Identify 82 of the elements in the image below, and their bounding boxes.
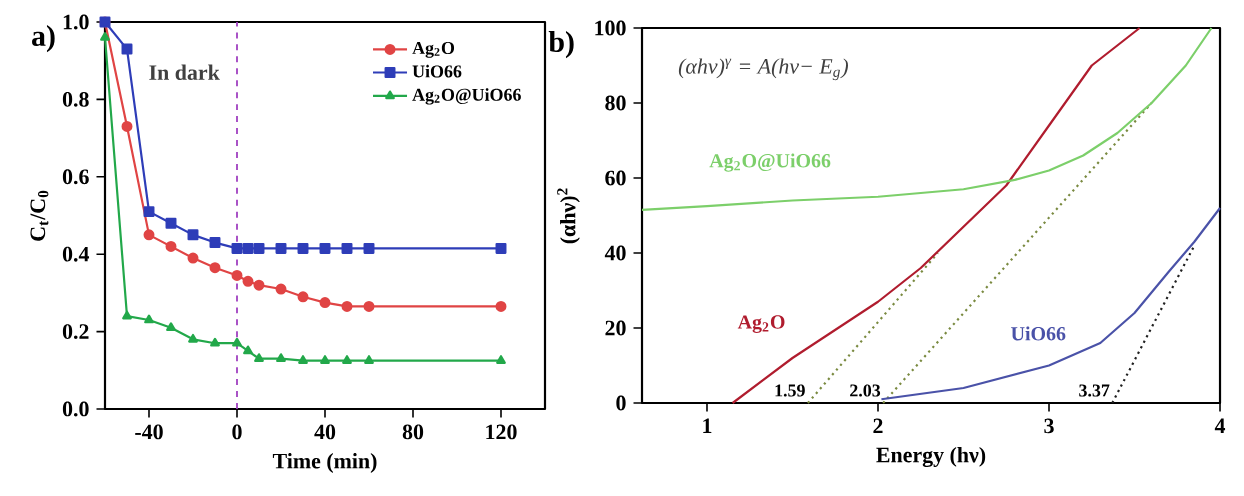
series-label: UiO66 xyxy=(1011,326,1066,341)
point xyxy=(121,43,133,55)
point xyxy=(209,237,221,249)
x-tick-label: 80 xyxy=(402,424,424,440)
legend-label: Ag$_{2}$O@UiO66 xyxy=(412,88,521,105)
point xyxy=(242,242,254,254)
series-label: Ag$_{2}$O xyxy=(737,315,785,333)
y-tick-label: 0.6 xyxy=(62,169,89,185)
point xyxy=(275,283,287,295)
point xyxy=(165,217,177,229)
point xyxy=(297,242,309,254)
point xyxy=(363,300,375,312)
point xyxy=(298,355,308,364)
point xyxy=(231,270,243,281)
point xyxy=(121,121,133,132)
series-label: Ag$_{2}$O@UiO66 xyxy=(709,153,831,172)
y-tick-label: 0.2 xyxy=(62,324,89,340)
point xyxy=(276,353,286,362)
x-tick-label: 120 xyxy=(486,424,517,440)
y-tick-label: 0.4 xyxy=(62,246,90,262)
point xyxy=(275,242,287,254)
point xyxy=(495,242,507,254)
point xyxy=(364,355,374,364)
x-tick-label: -40 xyxy=(135,424,163,440)
annotation: (αhν)$^{γ}$ = A(hν− E$_{g}$) xyxy=(678,58,849,81)
point xyxy=(341,300,353,312)
x-tick-label: 2 xyxy=(873,418,883,434)
point xyxy=(341,242,353,254)
x-tick-label: 4 xyxy=(1214,418,1226,433)
point xyxy=(319,297,331,309)
x-tick-label: 3 xyxy=(1044,418,1054,434)
point xyxy=(253,242,265,254)
x-tick-label: 1 xyxy=(703,418,712,434)
point xyxy=(297,291,309,303)
y-tick-label: 20 xyxy=(605,320,626,336)
annotation: In dark xyxy=(149,64,220,81)
point xyxy=(122,310,132,320)
x-axis-title: Energy (hν) xyxy=(876,446,986,467)
y-tick-label: 60 xyxy=(605,170,626,186)
point xyxy=(144,314,154,324)
point xyxy=(320,355,330,364)
y-tick-label: 0.8 xyxy=(62,91,89,107)
y-tick-label: 80 xyxy=(605,95,626,111)
point xyxy=(253,279,265,291)
legend-label: UiO66 xyxy=(412,64,462,78)
point xyxy=(165,240,177,252)
point xyxy=(231,242,243,254)
point xyxy=(319,242,331,254)
line-series xyxy=(640,26,1213,211)
point xyxy=(166,322,176,332)
y-tick-label: 0.0 xyxy=(62,401,89,417)
chart-title: a) xyxy=(32,25,55,53)
point xyxy=(495,300,507,312)
point xyxy=(363,242,375,254)
x-axis-title: Time (min) xyxy=(272,453,377,473)
point xyxy=(187,252,199,264)
x-tick-label: 40 xyxy=(314,424,336,440)
point xyxy=(232,337,242,347)
y-tick-label: 100 xyxy=(595,20,626,36)
line-series xyxy=(880,206,1222,401)
point xyxy=(209,262,221,274)
y-tick-label: 1.0 xyxy=(63,14,89,30)
annotation: 3.37 xyxy=(1079,384,1110,397)
y-axis-title: (αhν)$^{2}$ xyxy=(557,188,580,244)
x-tick-label: 0 xyxy=(232,424,242,440)
y-axis-title: C$_{t}$/C$_{0}$ xyxy=(30,190,49,241)
point xyxy=(187,229,199,241)
point xyxy=(342,355,352,364)
point xyxy=(210,337,220,347)
chart-title: b) xyxy=(548,31,574,59)
annotation: 2.03 xyxy=(850,384,881,397)
point xyxy=(242,275,254,287)
annotation: 1.59 xyxy=(775,384,805,397)
point xyxy=(243,345,253,355)
point xyxy=(188,333,198,343)
point xyxy=(143,206,155,218)
legend-label: Ag$_{2}$O xyxy=(412,41,455,58)
y-tick-label: 0 xyxy=(616,395,626,411)
y-tick-label: 40 xyxy=(604,245,626,261)
point xyxy=(496,355,506,364)
point xyxy=(143,229,155,241)
point xyxy=(254,353,264,362)
